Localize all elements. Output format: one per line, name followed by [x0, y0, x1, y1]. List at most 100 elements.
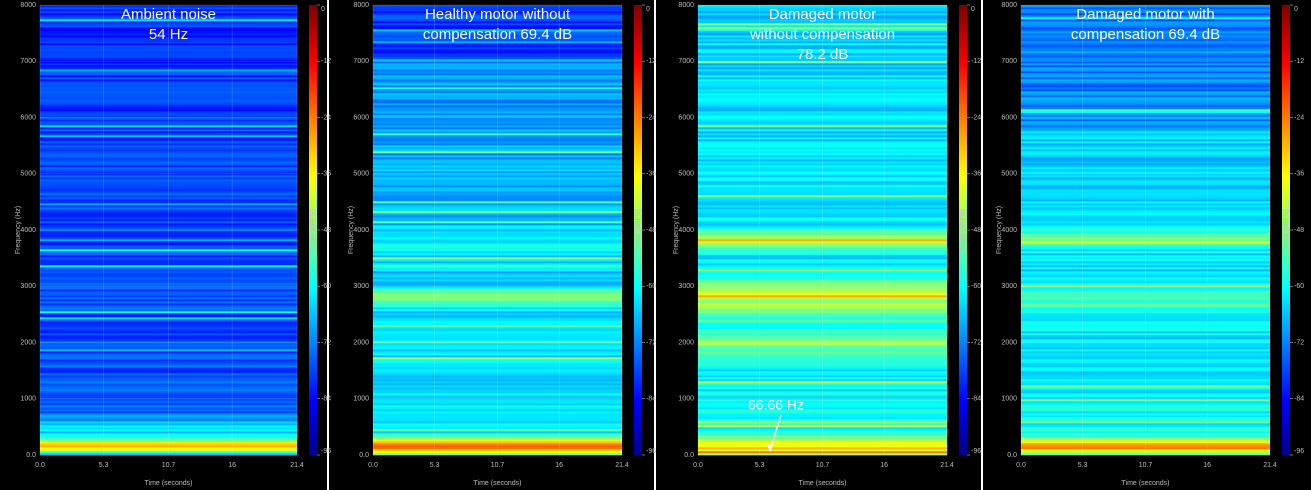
spectrogram-texture [40, 357, 297, 360]
spectrogram-texture [1021, 375, 1270, 378]
spectrogram-texture [40, 99, 297, 102]
spectrogram-texture [1021, 265, 1270, 268]
spectrogram-texture [698, 33, 947, 36]
spectrogram-texture [40, 183, 297, 186]
colorbar-tick-label: -12 [321, 58, 331, 65]
spectrogram-texture [40, 281, 297, 284]
spectrogram-texture [1021, 271, 1270, 274]
spectrogram-texture [373, 71, 622, 74]
spectrogram-texture [698, 57, 947, 60]
spectrogram-texture [1021, 123, 1270, 126]
spectrogram-texture [698, 93, 947, 96]
spectrogram-texture [1021, 199, 1270, 202]
spectrogram-texture [40, 305, 297, 308]
spectrogram-texture [698, 27, 947, 30]
spectrogram-texture [40, 251, 297, 254]
spectrogram-texture [40, 171, 297, 174]
panel-title: Damaged motor with [1076, 6, 1214, 23]
spectrogram-texture [1021, 395, 1270, 398]
spectrogram-texture [1021, 17, 1270, 20]
spectrogram-texture [373, 305, 622, 308]
spectrogram-texture [40, 355, 297, 358]
spectrogram-texture [373, 99, 622, 102]
spectrogram-texture [40, 65, 297, 68]
spectrogram-texture [1021, 407, 1270, 410]
x-tick-label: 21.4 [1263, 462, 1277, 469]
spectrogram-texture [373, 447, 622, 450]
spectrogram-texture [698, 421, 947, 424]
panel-title: Ambient noise [121, 6, 216, 23]
spectrogram-texture [1021, 369, 1270, 372]
spectrogram-texture [1021, 45, 1270, 48]
y-tick-label: 8000 [1001, 2, 1017, 9]
spectrogram-texture [698, 145, 947, 148]
spectrogram-texture [698, 441, 947, 444]
spectrogram-texture [373, 379, 622, 382]
spectrogram-texture [698, 103, 947, 106]
spectrogram-texture [373, 339, 622, 342]
spectrogram-texture [40, 97, 297, 100]
spectrogram-texture [698, 317, 947, 320]
spectrogram-texture [40, 407, 297, 410]
spectrogram-texture [1021, 209, 1270, 212]
spectrogram-texture [40, 337, 297, 340]
spectrogram-texture [698, 165, 947, 168]
spectrogram-texture [1021, 163, 1270, 166]
spectrogram-texture [40, 53, 297, 56]
spectrogram-texture [698, 231, 947, 234]
spectrogram-texture [40, 13, 297, 16]
spectrogram-texture [40, 199, 297, 202]
annotation: 66.66 Hz [748, 397, 804, 413]
spectrogram-texture [40, 427, 297, 430]
spectrogram-texture [1021, 101, 1270, 104]
colorbar-tick-label: -36 [321, 171, 331, 178]
spectrogram-texture [1021, 43, 1270, 46]
spectrogram-texture [40, 73, 297, 76]
spectrogram-texture [698, 349, 947, 352]
spectrogram-texture [373, 361, 622, 364]
x-tick-label: 0.0 [1016, 462, 1026, 469]
spectrogram-texture [1021, 453, 1270, 456]
colorbar-tick-label: -60 [1294, 283, 1304, 290]
spectrogram-texture [698, 409, 947, 412]
spectrogram-texture [1021, 13, 1270, 16]
spectrogram-texture [40, 331, 297, 334]
spectrogram-texture [373, 131, 622, 134]
spectrogram-texture [698, 429, 947, 432]
spectrogram-texture [373, 43, 622, 46]
spectrogram-texture [373, 275, 622, 278]
x-axis-label: Time (seconds) [474, 480, 522, 487]
spectrogram-texture [1021, 439, 1270, 442]
spectrogram-texture [698, 43, 947, 46]
spectrogram-texture [373, 227, 622, 230]
spectrogram-texture [698, 161, 947, 164]
spectrogram-texture [40, 243, 297, 246]
spectrogram-texture [1021, 229, 1270, 232]
spectrogram-texture [373, 411, 622, 414]
spectrogram-texture [373, 369, 622, 372]
spectrogram-texture [373, 403, 622, 406]
spectrogram-texture [1021, 133, 1270, 136]
spectrogram-texture [40, 17, 297, 20]
spectrogram-texture [1021, 355, 1270, 358]
spectrogram-texture [698, 395, 947, 398]
spectrogram-texture [1021, 27, 1270, 30]
spectrogram-texture [1021, 361, 1270, 364]
spectrogram-texture [698, 293, 947, 296]
y-tick-label: 3000 [1001, 283, 1017, 290]
spectrogram-texture [698, 357, 947, 360]
spectrogram-texture [1021, 319, 1270, 322]
x-tick-label: 5.3 [430, 462, 440, 469]
spectrogram-texture [1021, 207, 1270, 210]
spectrogram-texture [1021, 117, 1270, 120]
spectrogram-texture [1021, 215, 1270, 218]
spectrogram-texture [698, 169, 947, 172]
spectrogram-texture [373, 425, 622, 428]
spectrogram-texture [698, 95, 947, 98]
spectrogram-texture [373, 55, 622, 58]
x-tick-label: 21.4 [290, 462, 304, 469]
spectrogram-texture [373, 391, 622, 394]
spectrogram-texture [40, 273, 297, 276]
spectrogram-texture [1021, 249, 1270, 252]
spectrogram-texture [1021, 345, 1270, 348]
